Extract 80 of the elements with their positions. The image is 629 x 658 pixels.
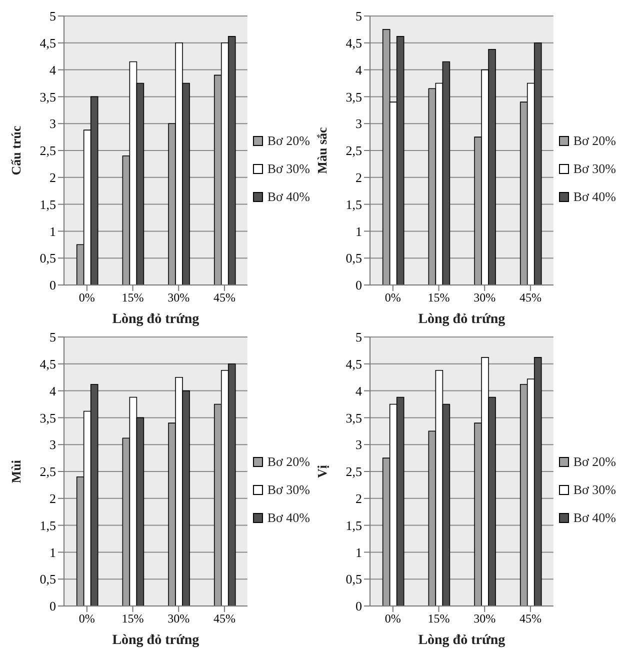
x-tick-label: 30% — [474, 612, 496, 626]
legend-label: Bơ 30% — [267, 160, 310, 176]
y-tick-label: 2 — [50, 491, 56, 506]
y-tick-label: 4,5 — [40, 36, 56, 51]
y-tick-label: 2 — [50, 170, 56, 186]
x-tick-label: 30% — [168, 290, 190, 305]
y-tick-label: 4 — [50, 62, 56, 78]
legend-label: Bơ 30% — [573, 160, 616, 176]
x-axis-title: Lòng đỏ trứng — [112, 312, 200, 327]
x-axis-title: Lòng đỏ trứng — [418, 633, 506, 648]
y-tick-label: 5 — [356, 330, 362, 345]
x-tick-label: 15% — [428, 290, 450, 305]
y-tick-label: 1 — [356, 544, 362, 560]
y-tick-label: 3 — [356, 116, 362, 132]
y-tick-label: 5 — [356, 8, 362, 24]
y-tick-label: 3,5 — [40, 89, 56, 104]
y-tick-label: 2,5 — [40, 143, 56, 158]
legend-label: Bơ 40% — [573, 510, 616, 526]
x-tick-label: 45% — [213, 612, 236, 626]
y-tick-label: 0,5 — [40, 572, 56, 587]
legend-label: Bơ 40% — [573, 188, 616, 204]
y-tick-label: 4 — [356, 62, 362, 78]
y-tick-label: 4,5 — [40, 356, 56, 372]
y-tick-label: 4,5 — [346, 356, 362, 372]
x-tick-label: 45% — [519, 290, 542, 305]
x-tick-label: 0% — [78, 612, 95, 626]
x-tick-label: 45% — [213, 290, 236, 305]
y-tick-label: 1,5 — [346, 518, 362, 533]
y-tick-label: 1 — [50, 544, 56, 560]
y-axis-title: Màu sắc — [314, 126, 330, 174]
legend-label: Bơ 40% — [267, 188, 310, 204]
y-tick-label: 3 — [50, 437, 56, 452]
x-tick-label: 15% — [122, 290, 144, 305]
y-tick-label: 4 — [356, 383, 362, 398]
legend-label: Bơ 40% — [267, 510, 310, 526]
y-tick-label: 0 — [50, 278, 56, 293]
legend-label: Bơ 20% — [267, 132, 310, 148]
y-tick-label: 2,5 — [346, 143, 362, 158]
y-tick-label: 2,5 — [40, 464, 56, 480]
y-tick-label: 3,5 — [40, 410, 56, 426]
y-tick-label: 3,5 — [346, 89, 362, 104]
y-tick-label: 2 — [356, 170, 362, 186]
y-tick-label: 5 — [50, 8, 56, 24]
y-tick-label: 3 — [50, 116, 56, 132]
y-tick-label: 1,5 — [40, 518, 56, 533]
y-tick-label: 0 — [356, 598, 362, 614]
x-tick-label: 30% — [474, 290, 496, 305]
x-tick-label: 15% — [122, 612, 144, 626]
y-tick-label: 5 — [50, 330, 56, 345]
y-tick-label: 4 — [50, 383, 56, 398]
y-tick-label: 3,5 — [346, 410, 362, 426]
x-tick-label: 30% — [168, 612, 190, 626]
y-tick-label: 4,5 — [346, 36, 362, 51]
legend-label: Bơ 30% — [267, 482, 310, 498]
y-axis-title: Vị — [314, 464, 330, 478]
y-tick-label: 1,5 — [346, 196, 362, 212]
x-tick-label: 45% — [519, 612, 542, 626]
x-tick-label: 15% — [428, 612, 450, 626]
y-tick-label: 0 — [50, 598, 56, 614]
y-tick-label: 2,5 — [346, 464, 362, 480]
y-axis-title: Mùi — [8, 460, 24, 484]
y-tick-label: 1 — [356, 224, 362, 239]
y-tick-label: 1,5 — [40, 196, 56, 212]
x-tick-label: 0% — [384, 612, 401, 626]
y-tick-label: 1 — [50, 224, 56, 239]
y-axis-title: Cấu trúc — [8, 126, 24, 176]
y-tick-label: 0,5 — [40, 250, 56, 266]
x-axis-title: Lòng đỏ trứng — [418, 312, 506, 327]
y-tick-label: 0,5 — [346, 250, 362, 266]
legend-label: Bơ 20% — [573, 454, 616, 470]
y-tick-label: 0,5 — [346, 572, 362, 587]
legend-label: Bơ 20% — [267, 454, 310, 470]
x-axis-title: Lòng đỏ trứng — [112, 633, 200, 648]
y-tick-label: 0 — [356, 278, 362, 293]
legend-label: Bơ 20% — [573, 132, 616, 148]
legend-label: Bơ 30% — [573, 482, 616, 498]
x-tick-label: 0% — [384, 290, 401, 305]
x-tick-label: 0% — [78, 290, 95, 305]
y-tick-label: 3 — [356, 437, 362, 452]
y-tick-label: 2 — [356, 491, 362, 506]
